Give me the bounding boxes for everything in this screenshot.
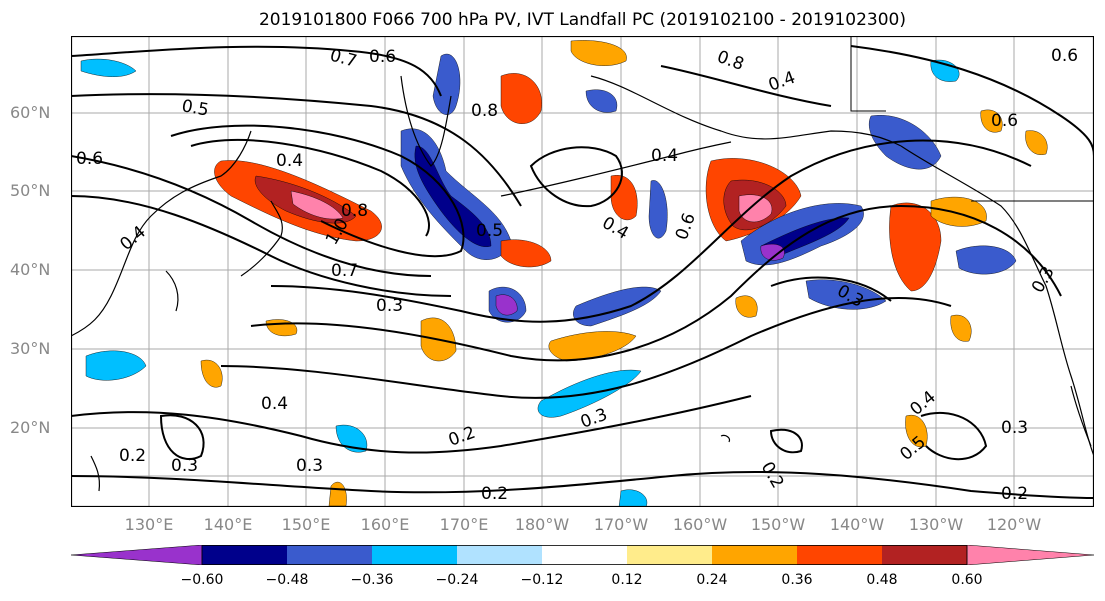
lat-label-30n: 30°N xyxy=(10,339,51,358)
colorbar-segment xyxy=(627,545,712,565)
contour-label: 0.5 xyxy=(180,96,210,120)
colorbar-tick: 0.48 xyxy=(866,572,898,588)
contour-label: 0.2 xyxy=(1001,484,1028,504)
lat-label-20n: 20°N xyxy=(10,418,51,437)
lon-label-140e: 140°E xyxy=(203,515,253,534)
shade-orange-sw xyxy=(200,359,223,388)
shade-negative-north-central xyxy=(585,89,618,113)
colorbar-segment xyxy=(797,545,882,565)
contour-label: 0.5 xyxy=(476,221,503,241)
lat-label-50n: 50°N xyxy=(10,181,51,200)
coast-alaska xyxy=(590,75,902,147)
coast-japan xyxy=(240,200,283,277)
graticule xyxy=(71,36,1094,507)
shade-cyan-south2 xyxy=(618,489,648,507)
lon-label-150e: 150°E xyxy=(281,515,331,534)
contour-label: 0.8 xyxy=(471,101,498,121)
contour-label: 0.6 xyxy=(1051,46,1078,66)
coast-hawaii xyxy=(720,434,731,443)
colorbar-tick: 0.12 xyxy=(611,572,643,588)
coast-philippines xyxy=(90,455,101,492)
map-panel: 0.7 0.6 0.5 0.6 0.4 0.4 0.8 0.8 0.4 0.6 … xyxy=(71,36,1094,507)
colorbar-tick: −0.36 xyxy=(350,572,394,588)
shade-positive-180 xyxy=(500,239,552,268)
contour-label: 0.6 xyxy=(369,47,396,67)
colorbar-segment xyxy=(372,545,457,565)
plot-title: 2019101800 F066 700 hPa PV, IVT Landfall… xyxy=(258,10,906,30)
shade-orange-coast xyxy=(930,196,987,227)
shade-negative-east xyxy=(955,245,1017,275)
shade-pink-goa xyxy=(738,194,773,223)
lon-label-170w: 170°W xyxy=(593,515,649,534)
lon-label-170e: 170°E xyxy=(439,515,489,534)
shade-negative-central-core xyxy=(495,294,518,316)
contour-label: 0.3 xyxy=(1001,418,1028,438)
contour-label: 0.6 xyxy=(991,111,1018,131)
contour-label: 0.6 xyxy=(76,149,103,169)
shade-orange-east-small xyxy=(735,295,758,318)
colorbar-segment xyxy=(202,545,287,565)
shade-positive-bering xyxy=(500,73,542,124)
lat-label-60n: 60°N xyxy=(10,103,51,122)
coast-aleutians xyxy=(500,141,732,197)
coast-kamchatka xyxy=(400,75,452,167)
shade-cyan-sw xyxy=(85,350,147,381)
shade-orange-alaska-n xyxy=(570,40,627,66)
pv-contours xyxy=(71,45,1094,499)
contour-label: 0.4 xyxy=(651,146,678,166)
colorbar-tick: 0.24 xyxy=(696,572,728,588)
lon-label-120w: 120°W xyxy=(986,515,1042,534)
contour-label: 0.4 xyxy=(261,394,288,414)
contour-label: 0.2 xyxy=(119,446,146,466)
contour-label: 0.8 xyxy=(341,201,368,221)
lon-label-160w: 160°W xyxy=(672,515,728,534)
shade-negative-south-goa xyxy=(805,279,887,310)
contour-label: 0.3 xyxy=(376,296,403,316)
colorbar-segment xyxy=(287,545,372,565)
shade-purple-goa xyxy=(760,243,785,261)
shade-negative-coast xyxy=(868,115,942,170)
contour-label: 0.7 xyxy=(331,261,358,281)
colorbar-tick: −0.24 xyxy=(435,572,479,588)
lon-label-160e: 160°E xyxy=(360,515,410,534)
colorbar-tick: 0.60 xyxy=(951,572,983,588)
colorbar-segment xyxy=(712,545,797,565)
shade-negative-bering xyxy=(432,53,461,115)
colorbar-extend-high xyxy=(966,545,1094,565)
colorbar xyxy=(71,545,1094,565)
coast-korea xyxy=(165,270,179,312)
shade-orange-east-2 xyxy=(950,314,972,342)
map-border xyxy=(71,36,1094,507)
lon-label-140w: 140°W xyxy=(829,515,885,534)
lon-label-180w: 180°W xyxy=(514,515,570,534)
shade-orange-ne2 xyxy=(1025,130,1048,155)
shade-cyan-nw xyxy=(80,58,137,77)
colorbar-extend-low xyxy=(71,545,203,565)
colorbar-segment xyxy=(542,545,627,565)
border-canada xyxy=(850,36,886,112)
shade-negative-kamchatka-core xyxy=(414,145,492,247)
shade-cyan-mid xyxy=(648,180,668,239)
lon-label-130w: 130°W xyxy=(908,515,964,534)
colorbar-tick: 0.36 xyxy=(781,572,813,588)
contour-label: 0.2 xyxy=(481,484,508,504)
colorbar-segment xyxy=(457,545,542,565)
lon-label-130e: 130°E xyxy=(124,515,174,534)
contour-label: 0.3 xyxy=(296,456,323,476)
colorbar-tick: −0.12 xyxy=(520,572,564,588)
coast-asia xyxy=(71,130,252,337)
contour-label: 0.3 xyxy=(171,456,198,476)
colorbar-segment xyxy=(882,545,967,565)
colorbar-tick: −0.60 xyxy=(180,572,224,588)
lat-label-40n: 40°N xyxy=(10,260,51,279)
colorbar-tick: −0.48 xyxy=(265,572,309,588)
shade-orange-stream xyxy=(548,331,637,362)
coast-baja xyxy=(1070,385,1092,447)
shade-pink-nw xyxy=(290,190,344,220)
coast-north-america xyxy=(900,145,1094,457)
lon-label-150w: 150°W xyxy=(750,515,806,534)
shade-orange-ne xyxy=(980,109,1003,133)
contour-label: 0.4 xyxy=(276,151,303,171)
coastlines xyxy=(71,36,1094,492)
